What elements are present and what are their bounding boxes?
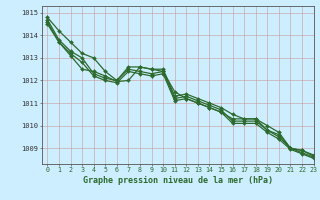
- X-axis label: Graphe pression niveau de la mer (hPa): Graphe pression niveau de la mer (hPa): [83, 176, 273, 185]
